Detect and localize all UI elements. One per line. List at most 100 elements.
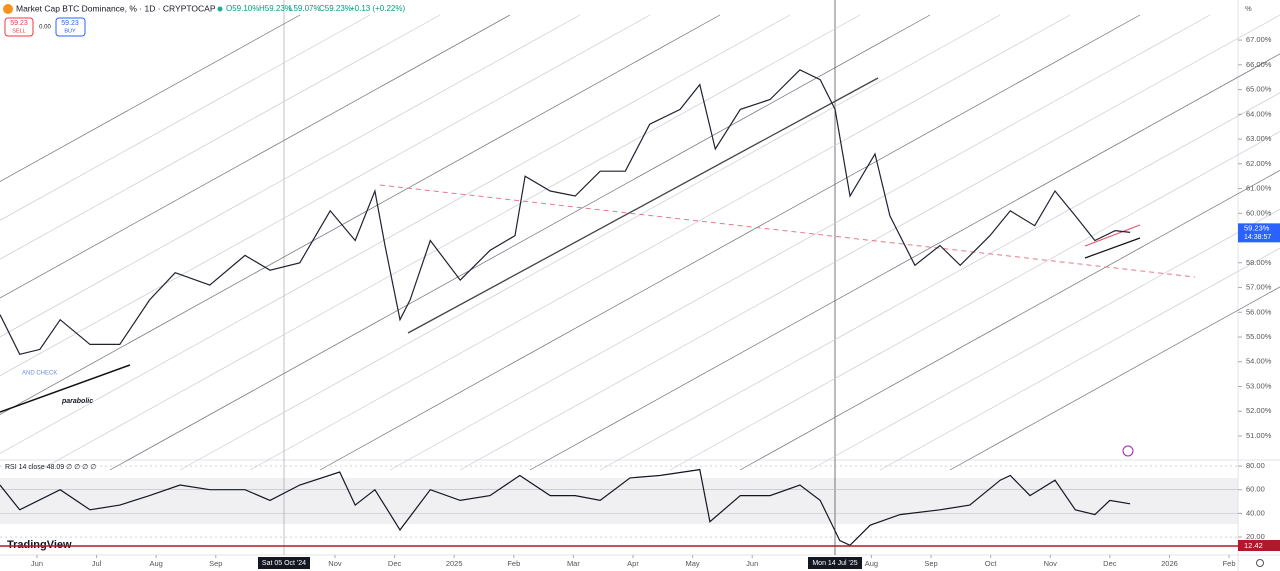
ohlc: H59.23%	[259, 4, 292, 13]
crosshair-label-bg	[258, 557, 310, 569]
price-line	[0, 69, 1131, 355]
y-tick-label: 63.00%	[1246, 134, 1272, 143]
drawings	[0, 14, 1280, 471]
x-tick-label: May	[686, 559, 700, 568]
channel-line	[0, 14, 581, 338]
y-tick-label: 57.00%	[1246, 283, 1272, 292]
crosshair-label-bg	[808, 557, 862, 569]
annotation: parabolic	[61, 398, 93, 405]
y-tick-label: 65.00%	[1246, 85, 1272, 94]
channel-line	[0, 14, 511, 299]
x-tick-label: Nov	[328, 559, 342, 568]
y-tick-label: 54.00%	[1246, 357, 1272, 366]
brand-logo: TradingView	[7, 539, 72, 551]
channel-line	[529, 53, 1280, 471]
x-tick-label: Dec	[1103, 559, 1117, 568]
ohlc: C59.23%	[319, 4, 352, 13]
y-tick-label: 61.00%	[1246, 184, 1272, 193]
channel-line	[0, 14, 791, 454]
buy-label: BUY	[64, 28, 76, 34]
y-tick-label: 60.00%	[1246, 208, 1272, 217]
last-price-box	[1238, 223, 1280, 243]
channel-line	[0, 14, 721, 415]
y-tick-label: 67.00%	[1246, 35, 1272, 44]
x-tick-label: Mar	[567, 559, 580, 568]
x-tick-label: Dec	[388, 559, 402, 568]
y-tick-label: 80.00	[1246, 461, 1265, 470]
channel-line	[389, 14, 1211, 471]
channel-line	[0, 14, 301, 182]
x-tick-label: Sep	[924, 559, 937, 568]
rsi-band	[0, 478, 1238, 524]
y-tick-label: 51.00%	[1246, 431, 1272, 440]
y-tick-label: 56.00%	[1246, 307, 1272, 316]
ohlc-change: +0.13 (+0.22%)	[350, 4, 405, 13]
y-tick-label: 64.00%	[1246, 109, 1272, 118]
countdown: 14:38:57	[1244, 234, 1271, 241]
channel-line	[319, 14, 1141, 471]
y-tick-label: 66.00%	[1246, 60, 1272, 69]
settings-icon[interactable]	[1256, 559, 1264, 567]
ohlc: O59.10%	[226, 4, 259, 13]
trend-line	[1084, 237, 1141, 259]
channel-line	[0, 14, 651, 377]
channel-line	[669, 131, 1280, 471]
sell-label: SELL	[12, 28, 25, 34]
channel-line	[739, 169, 1280, 471]
x-tick-label: Oct	[985, 559, 998, 568]
buy-button[interactable]	[55, 17, 86, 37]
crosshair-label: Sat 05 Oct '24	[262, 560, 306, 567]
rsi-line	[0, 468, 1131, 547]
y-tick-label: 62.00%	[1246, 159, 1272, 168]
y-tick-label: 20.00	[1246, 532, 1265, 541]
x-tick-label: Aug	[865, 559, 878, 568]
x-tick-label: Sep	[209, 559, 222, 568]
y-tick-label: 60.00	[1246, 485, 1265, 494]
y-tick-label: 52.00%	[1246, 406, 1272, 415]
x-tick-label: Feb	[1223, 559, 1236, 568]
x-tick-label: Feb	[507, 559, 520, 568]
x-tick-label: Jul	[92, 559, 102, 568]
unit-label: %	[1245, 4, 1252, 13]
channel-line	[109, 14, 931, 471]
channel-line	[179, 14, 1001, 471]
channel-line	[249, 14, 1071, 471]
x-tick-label: 2026	[1161, 559, 1178, 568]
x-tick-label: Jun	[31, 559, 43, 568]
channel-line	[949, 286, 1280, 471]
hline-label: 12.42	[1244, 541, 1263, 550]
sell-button[interactable]	[4, 17, 34, 37]
trend-line	[407, 77, 879, 334]
x-tick-label: Aug	[149, 559, 162, 568]
sell-price: 59.23	[10, 20, 28, 27]
trend-line	[1084, 224, 1141, 247]
crosshair-label: Mon 14 Jul '25	[812, 560, 857, 567]
trend-line	[379, 184, 1196, 278]
trend-line	[0, 364, 131, 413]
y-tick-label: 55.00%	[1246, 332, 1272, 341]
x-tick-label: Nov	[1044, 559, 1058, 568]
x-tick-label: Apr	[627, 559, 639, 568]
alert-icon[interactable]	[1122, 445, 1134, 457]
channel-line	[599, 92, 1280, 471]
symbol-title: Market Cap BTC Dominance, % · 1D · CRYPT…	[16, 3, 216, 13]
x-tick-label: 2025	[446, 559, 463, 568]
hline-label-bg	[1238, 540, 1280, 552]
channel-line	[39, 14, 861, 471]
x-tick-label: Jun	[746, 559, 758, 568]
channel-line	[879, 247, 1280, 471]
ohlc: L59.07%	[289, 4, 321, 13]
channel-line	[459, 14, 1280, 471]
channel-line	[809, 208, 1280, 471]
coin-icon	[3, 4, 13, 14]
y-tick-label: 58.00%	[1246, 258, 1272, 267]
y-tick-label: 53.00%	[1246, 381, 1272, 390]
rsi-title: RSI 14 close 48.09 ∅ ∅ ∅ ∅	[5, 464, 96, 471]
channel-line	[0, 14, 441, 260]
last-price-label: 59.23%	[1244, 223, 1270, 232]
buy-price: 59.23	[61, 20, 79, 27]
spread: 0.00	[39, 25, 51, 31]
status-dot	[217, 6, 223, 12]
